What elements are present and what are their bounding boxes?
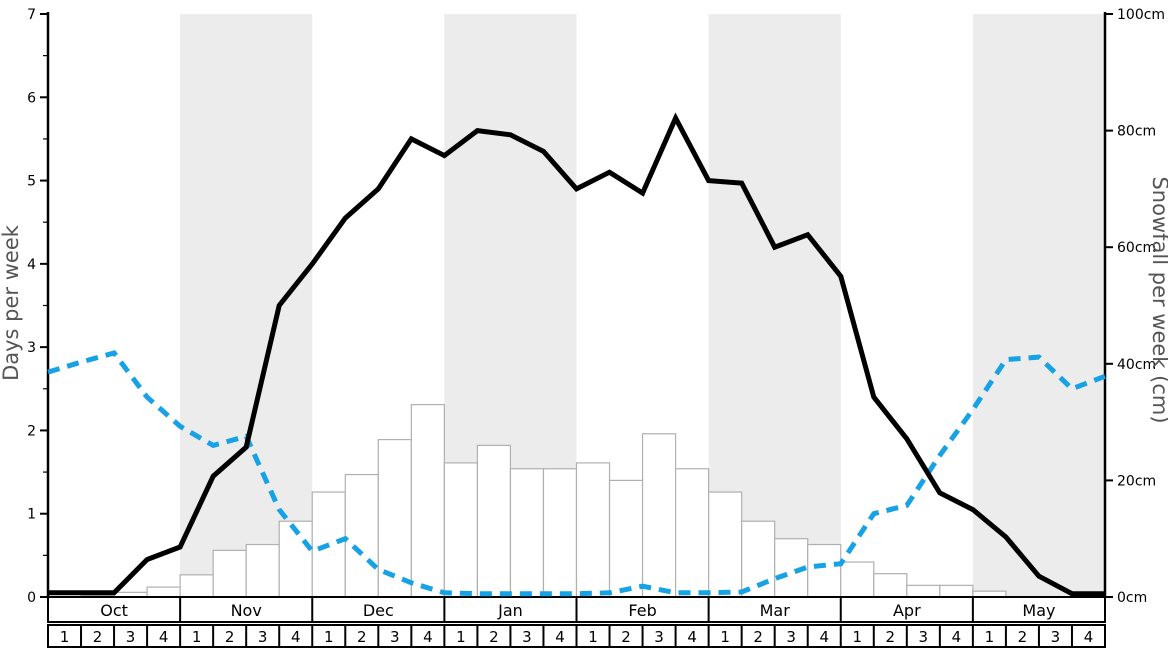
month-label-jan: Jan [497, 601, 523, 620]
left-axis-tick-label: 1 [27, 507, 36, 523]
week-number-label: 2 [93, 628, 103, 646]
snowfall-bar [807, 543, 842, 598]
week-number-label: 2 [886, 628, 896, 646]
week-number-label: 4 [423, 628, 433, 646]
right-axis-title: Snowfall per week (cm) [1148, 176, 1168, 423]
week-number-label: 1 [720, 628, 730, 646]
week-number-label: 3 [1051, 628, 1061, 646]
week-number-label: 3 [258, 628, 268, 646]
month-label-oct: Oct [100, 601, 128, 620]
black-solid-line [48, 112, 1105, 597]
week-number-label: 3 [390, 628, 400, 646]
week-number-label: 3 [786, 628, 796, 646]
snowfall-bar [641, 433, 677, 598]
snowfall-bar [146, 586, 181, 598]
week-number-label: 3 [654, 628, 664, 646]
snowfall-bar [344, 473, 379, 598]
right-axis-tick-label: 80cm [1117, 124, 1156, 140]
snowfall-bar [575, 462, 611, 598]
left-axis-tick-label: 0 [27, 590, 36, 606]
left-axis-tick-label: 7 [27, 7, 36, 23]
week-number-label: 2 [357, 628, 367, 646]
right-axis-tick-label: 40cm [1117, 357, 1156, 373]
snowfall-bar [906, 584, 941, 598]
week-number-label: 2 [621, 628, 631, 646]
week-number-label: 4 [555, 628, 565, 646]
week-number-label: 1 [324, 628, 334, 646]
lines-layer [47, 112, 1106, 597]
week-number-label: 4 [952, 628, 962, 646]
week-number-label: 3 [126, 628, 136, 646]
month-band-may [972, 14, 1105, 597]
week-number-label: 4 [1084, 628, 1094, 646]
week-number-label: 1 [985, 628, 995, 646]
left-axis-title: Days per week [0, 224, 23, 381]
snowfall-bar [840, 561, 875, 598]
snowfall-bar [410, 404, 445, 598]
week-number-label: 1 [192, 628, 202, 646]
week-number-label: 3 [919, 628, 929, 646]
week-number-label: 1 [60, 628, 70, 646]
week-number-label: 2 [753, 628, 763, 646]
week-number-label: 3 [522, 628, 532, 646]
axes-layer: 0 1 2 3 4 5 6 7 0cm 20cm 40cm 60cm 80cm 100cm [27, 7, 1165, 606]
month-label-feb: Feb [628, 601, 656, 620]
week-number-label: 2 [489, 628, 499, 646]
week-number-label: 4 [687, 628, 697, 646]
snowfall-bar [377, 438, 412, 598]
snowfall-bar [608, 479, 644, 598]
snowfall-bar [245, 543, 280, 598]
right-axis-tick-label: 0cm [1117, 590, 1147, 606]
snowfall-bar [179, 574, 214, 598]
right-axis-tick-label: 100cm [1117, 7, 1165, 23]
snowfall-bars-layer [80, 404, 1007, 598]
snowfall-bar [674, 468, 710, 598]
left-axis-tick-label: 6 [27, 90, 36, 106]
week-number-label: 1 [588, 628, 598, 646]
month-label-may: May [1022, 601, 1055, 620]
week-number-label: 2 [1018, 628, 1028, 646]
month-week-table-layer: Oct Nov Dec Jan Feb Mar Apr May 1 2 3 4 1 2 3 4 1 2 3 4 1 2 3 4… [47, 596, 1106, 648]
week-number-label: 4 [819, 628, 829, 646]
month-label-apr: Apr [893, 601, 921, 620]
right-axis-tick-label: 20cm [1117, 473, 1156, 489]
month-label-dec: Dec [363, 601, 394, 620]
left-axis-tick-label: 4 [27, 257, 36, 273]
week-number-label: 1 [852, 628, 862, 646]
left-axis-tick-label: 3 [27, 340, 36, 356]
snowfall-bar [542, 468, 578, 598]
snowfall-bar [509, 468, 545, 598]
snowfall-bar [708, 491, 743, 598]
month-bands-layer [180, 14, 1105, 597]
snowfall-bar [443, 462, 479, 598]
snowfall-bar [873, 573, 908, 598]
week-number-label: 4 [159, 628, 169, 646]
right-axis-tick-label: 60cm [1117, 240, 1156, 256]
week-number-label: 4 [291, 628, 301, 646]
snowfall-bar [939, 584, 974, 598]
week-number-label: 2 [225, 628, 235, 646]
month-label-nov: Nov [231, 601, 262, 620]
week-number-label: 1 [456, 628, 466, 646]
month-label-mar: Mar [760, 601, 791, 620]
snowfall-bar [476, 444, 512, 598]
left-axis-tick-label: 2 [27, 423, 36, 439]
left-axis-tick-label: 5 [27, 174, 36, 190]
snowfall-bar [212, 549, 247, 598]
